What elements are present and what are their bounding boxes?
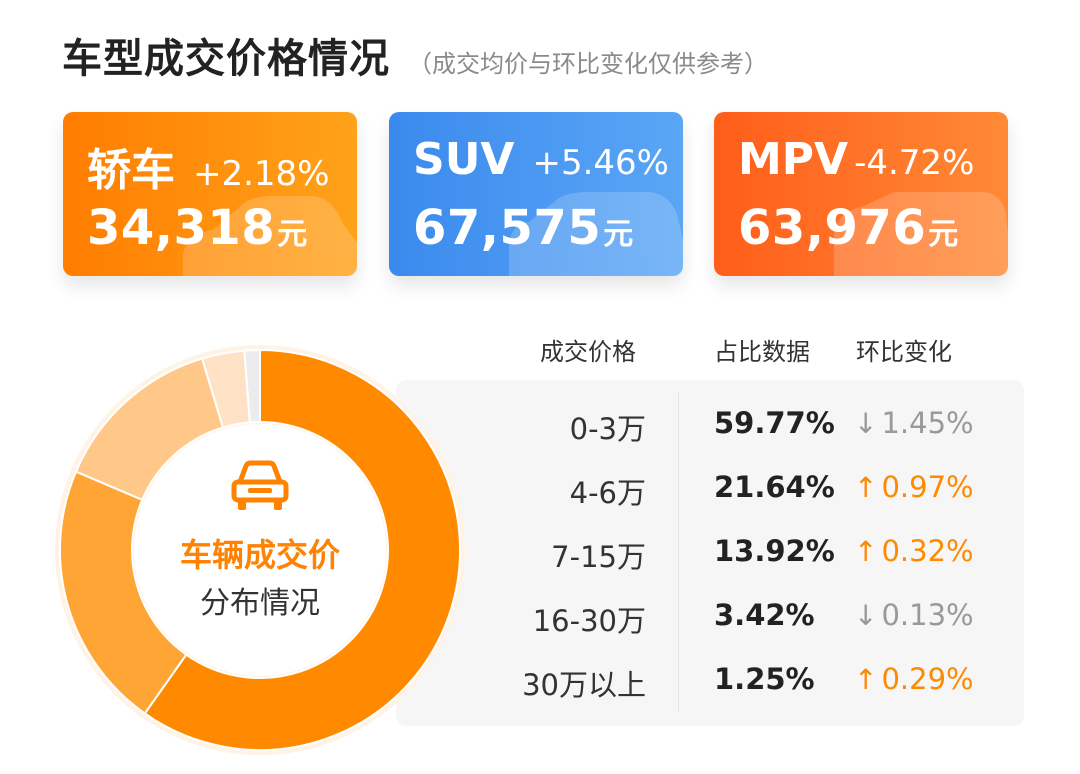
header-price-range: 成交价格 [540,338,636,366]
card-mpv-change: -4.72% [854,143,975,183]
card-sedan-header: 轿车 +2.18% [87,134,330,198]
row-share: 21.64% [714,470,835,504]
card-mpv-unit: 元 [928,217,959,252]
card-suv-unit: 元 [603,217,634,252]
row-share: 1.25% [714,662,815,696]
row-share: 3.42% [714,598,815,632]
header-share: 占比数据 [714,338,810,366]
row-change: ↑ 0.29% [854,662,974,696]
row-range: 30万以上 [522,668,646,702]
card-mpv-name: MPV [738,134,849,185]
row-change: ↑ 0.32% [854,534,974,568]
card-suv-name: SUV [413,134,515,185]
donut-slice-5 [243,348,261,424]
card-suv-change: +5.46% [532,143,669,183]
card-sedan-price-row: 34,318 元 [87,200,307,256]
arrow-down-icon: ↓ [854,406,878,440]
card-mpv-price: 63,976 [738,200,927,256]
arrow-up-icon: ↑ [854,662,878,696]
row-change-value: 0.13% [881,598,974,632]
row-change: ↑ 0.97% [854,470,974,504]
row-change-value: 0.32% [881,534,974,568]
row-range: 16-30万 [532,604,646,638]
row-range: 4-6万 [569,476,646,510]
page-subtitle: （成交均价与环比变化仅供参考） [408,50,768,78]
price-distribution-donut [55,345,465,755]
card-sedan-unit: 元 [277,217,308,252]
table-divider [678,392,679,712]
card-sedan-price: 34,318 [87,200,276,256]
row-change-value: 0.29% [881,662,974,696]
donut-slice-1 [143,348,461,751]
donut-center-title: 车辆成交价 [179,536,340,574]
card-suv-header: SUV +5.46% [413,134,669,185]
row-range: 7-15万 [551,540,646,574]
card-sedan-change: +2.18% [193,154,330,194]
arrow-down-icon: ↓ [854,598,878,632]
row-range: 0-3万 [569,412,646,446]
card-suv: SUV +5.46% 67,575 元 [389,112,683,276]
card-mpv: MPV -4.72% 63,976 元 [714,112,1008,276]
arrow-up-icon: ↑ [854,470,878,504]
card-suv-price-row: 67,575 元 [413,200,633,256]
row-change: ↓ 0.13% [854,598,974,632]
header-change: 环比变化 [856,338,952,366]
card-sedan-name: 轿车 [87,145,175,196]
row-change: ↓ 1.45% [854,406,974,440]
row-change-value: 1.45% [881,406,974,440]
car-watermark-icon [509,192,683,276]
donut-hole [134,424,386,676]
row-change-value: 0.97% [881,470,974,504]
card-sedan: 轿车 +2.18% 34,318 元 [63,112,357,276]
table-panel [396,380,1024,726]
car-watermark-icon [183,196,357,276]
card-mpv-header: MPV -4.72% [738,134,974,185]
donut-center-subtitle: 分布情况 [200,586,320,621]
car-watermark-icon [834,192,1008,276]
donut-slice-2 [59,470,188,715]
page-title: 车型成交价格情况 [62,36,390,82]
arrow-up-icon: ↑ [854,534,878,568]
card-mpv-price-row: 63,976 元 [738,200,958,256]
title-row: 车型成交价格情况 （成交均价与环比变化仅供参考） [62,26,768,84]
row-share: 59.77% [714,406,835,440]
card-suv-price: 67,575 [413,200,602,256]
car-icon [231,460,289,510]
row-share: 13.92% [714,534,835,568]
